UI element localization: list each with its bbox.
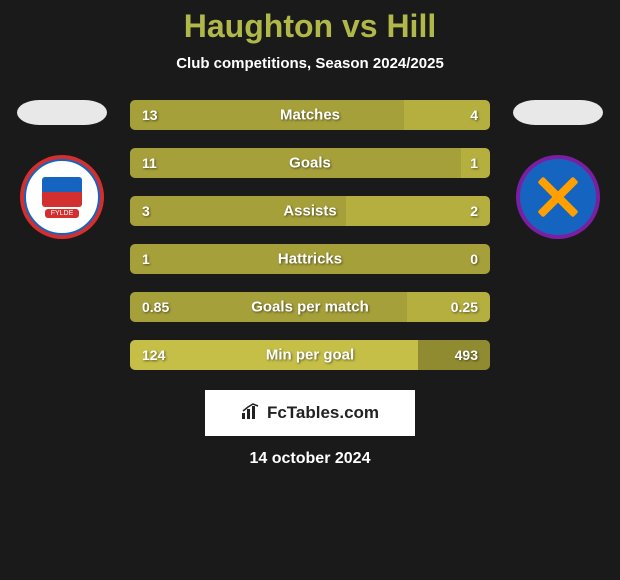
stat-label: Assists (283, 203, 336, 220)
title: Haughton vs Hill (184, 8, 436, 45)
stat-label: Goals (289, 155, 331, 172)
left-badge-ribbon: FYLDE (45, 209, 80, 218)
left-column: FYLDE (12, 100, 112, 239)
stat-bar: 3 2 Assists (130, 196, 490, 226)
stat-label: Hattricks (278, 251, 342, 268)
stat-right-value: 1 (470, 155, 478, 171)
stat-right-value: 4 (470, 107, 478, 123)
stat-left-value: 13 (142, 107, 158, 123)
left-badge-inner: FYLDE (24, 159, 100, 235)
chart-icon (241, 403, 261, 424)
watermark-text: FcTables.com (267, 403, 379, 423)
right-player-photo (513, 100, 603, 125)
stat-bar: 124 493 Min per goal (130, 340, 490, 370)
subtitle: Club competitions, Season 2024/2025 (176, 55, 444, 72)
stat-bar: 0.85 0.25 Goals per match (130, 292, 490, 322)
stat-label: Goals per match (251, 299, 369, 316)
stat-left-value: 11 (142, 155, 157, 171)
stat-left-value: 3 (142, 203, 150, 219)
stat-label: Matches (280, 107, 340, 124)
stat-left-value: 1 (142, 251, 150, 267)
stat-bar: 111Goals (130, 148, 490, 178)
right-column (508, 100, 608, 239)
left-club-badge: FYLDE (20, 155, 104, 239)
right-badge-cross-icon (533, 172, 583, 222)
right-badge-inner (520, 159, 596, 235)
right-club-badge (516, 155, 600, 239)
stat-label: Min per goal (266, 347, 354, 364)
stat-right-value: 0 (470, 251, 478, 267)
content-row: FYLDE 134Matches111Goals32Assists10Hattr… (0, 100, 620, 370)
stat-left-value: 0.85 (142, 299, 169, 315)
infographic-container: Haughton vs Hill Club competitions, Seas… (0, 0, 620, 580)
stat-right-value: 2 (470, 203, 478, 219)
stat-right-value: 0.25 (451, 299, 478, 315)
stat-right-value: 493 (455, 347, 478, 363)
bar-left-segment (130, 100, 404, 130)
watermark: FcTables.com (205, 390, 415, 436)
date: 14 october 2024 (250, 450, 371, 468)
stat-bars: 134Matches111Goals32Assists10Hattricks0.… (130, 100, 490, 370)
left-badge-emblem (42, 177, 82, 207)
stat-left-value: 124 (142, 347, 165, 363)
stat-bar: 1 0 Hattricks (130, 244, 490, 274)
left-player-photo (17, 100, 107, 125)
bar-right-segment (346, 196, 490, 226)
stat-bar: 13 4 Matches (130, 100, 490, 130)
